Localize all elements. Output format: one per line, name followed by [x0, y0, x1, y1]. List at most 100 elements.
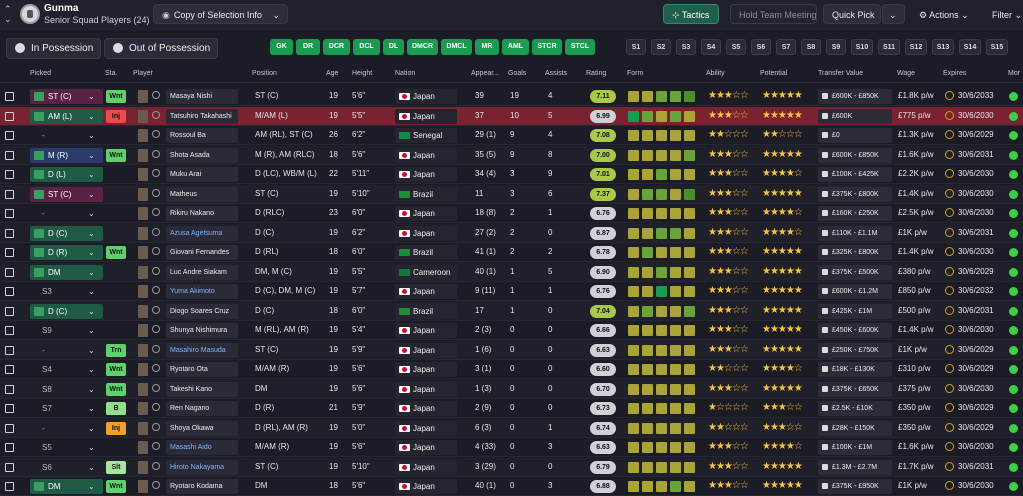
- player-name[interactable]: Shoya Okawa: [166, 420, 238, 436]
- player-profile-icon[interactable]: [152, 286, 160, 294]
- row-checkbox[interactable]: [5, 345, 14, 355]
- row-checkbox[interactable]: [5, 462, 14, 472]
- player-profile-icon[interactable]: [152, 481, 160, 489]
- picked-dropdown[interactable]: S4 ⌄: [30, 362, 103, 377]
- table-row[interactable]: S7 ⌄ B Ren Nagano D (R) 21 5'9" Japan 2 (9) 0 0 6.7…: [0, 399, 1023, 418]
- row-checkbox[interactable]: [5, 209, 14, 218]
- table-row[interactable]: S8 ⌄ Wnt Takeshi Kano DM 19 5'6" Japan 1 (3) 0 0 6.…: [0, 379, 1023, 399]
- sub-chip-s3[interactable]: S3: [676, 39, 696, 55]
- table-row[interactable]: M (R) ⌄ Wnt Shota Asada M (R), AM (RLC) 18 5'6…: [0, 145, 1023, 165]
- picked-dropdown[interactable]: S7 ⌄: [30, 401, 103, 416]
- table-row[interactable]: S4 ⌄ Wnt Ryotaro Ota M/AM (R) 19 5'6" Japan 3 (1…: [0, 360, 1023, 379]
- row-checkbox[interactable]: [5, 326, 14, 335]
- table-row[interactable]: ST (C) ⌄ Wnt Masaya Nishi ST (C) 19 5'6" Japan 3…: [0, 87, 1023, 106]
- player-name[interactable]: Muku Arai: [166, 167, 238, 182]
- sub-chip-s1[interactable]: S1: [626, 39, 646, 55]
- player-profile-icon[interactable]: [152, 110, 160, 119]
- picked-dropdown[interactable]: M (R) ⌄: [30, 147, 103, 163]
- sub-chip-s12[interactable]: S12: [905, 39, 927, 55]
- table-row[interactable]: - ⌄ Inj Shoya Okawa D (RL), AM (R) 19 5'0" Japa…: [0, 418, 1023, 438]
- player-name[interactable]: Ryotaro Kodama: [166, 479, 238, 494]
- position-chip-dr[interactable]: DR: [296, 39, 320, 55]
- picked-dropdown[interactable]: AM (L) ⌄: [30, 108, 103, 124]
- picked-dropdown[interactable]: - ⌄: [30, 206, 103, 221]
- player-name[interactable]: Ren Nagano: [166, 401, 238, 416]
- table-row[interactable]: DM ⌄ Wnt Ryotaro Kodama DM 18 5'6" Japan 40 (1) 0…: [0, 477, 1023, 496]
- picked-dropdown[interactable]: D (C) ⌄: [30, 303, 103, 319]
- player-name[interactable]: Yuma Akimoto: [166, 284, 238, 299]
- table-row[interactable]: - ⌄ Rossoul Ba AM (RL), ST (C) 26 6'2" Senegal…: [0, 126, 1023, 145]
- row-checkbox[interactable]: [5, 404, 14, 413]
- player-name[interactable]: Masashi Aido: [166, 440, 238, 455]
- player-profile-icon[interactable]: [152, 169, 160, 177]
- table-row[interactable]: S3 ⌄ Yuma Akimoto D (C), DM, M (C) 19 5'7" Jap…: [0, 282, 1023, 301]
- sub-chip-s10[interactable]: S10: [851, 39, 873, 55]
- table-row[interactable]: - ⌄ Rikiru Nakano D (RLC) 23 6'0" Japan 18 (8) 2…: [0, 204, 1023, 223]
- player-profile-icon[interactable]: [152, 461, 160, 470]
- picked-dropdown[interactable]: S5 ⌄: [30, 440, 103, 455]
- row-checkbox[interactable]: [5, 482, 14, 491]
- position-chip-dmcl[interactable]: DMCL: [441, 39, 472, 55]
- row-checkbox[interactable]: [5, 150, 14, 160]
- picked-dropdown[interactable]: DM ⌄: [30, 264, 103, 280]
- player-name[interactable]: Matheus: [166, 186, 238, 202]
- table-row[interactable]: AM (L) ⌄ Inj Tatsuhiro Takahashi M/AM (L) 19 5…: [0, 106, 1023, 126]
- picked-dropdown[interactable]: S9 ⌄: [30, 323, 103, 338]
- sub-chip-s14[interactable]: S14: [959, 39, 981, 55]
- sub-chip-s4[interactable]: S4: [701, 39, 721, 55]
- player-name[interactable]: Tatsuhiro Takahashi: [166, 108, 238, 124]
- picked-dropdown[interactable]: ST (C) ⌄: [30, 186, 103, 202]
- row-checkbox[interactable]: [5, 92, 14, 101]
- col-position[interactable]: Position: [252, 70, 277, 77]
- position-chip-aml[interactable]: AML: [502, 39, 529, 55]
- table-row[interactable]: S6 ⌄ Slt Hiroto Nakayama ST (C) 19 5'10" Japan 3…: [0, 457, 1023, 477]
- row-checkbox[interactable]: [5, 384, 14, 394]
- player-profile-icon[interactable]: [152, 227, 160, 236]
- col-player[interactable]: Player: [133, 70, 153, 77]
- filter-button[interactable]: Filter ⌄: [992, 10, 1023, 20]
- table-row[interactable]: D (R) ⌄ Wnt Giovani Fernandes D (RL) 18 6'0" Br…: [0, 243, 1023, 262]
- row-checkbox[interactable]: [5, 287, 14, 296]
- picked-dropdown[interactable]: ST (C) ⌄: [30, 89, 103, 104]
- quick-pick-chevron-icon[interactable]: ⌄: [882, 4, 905, 24]
- player-name[interactable]: Shota Asada: [166, 147, 238, 163]
- row-checkbox[interactable]: [5, 423, 14, 433]
- player-profile-icon[interactable]: [152, 208, 160, 216]
- picked-dropdown[interactable]: - ⌄: [30, 128, 103, 143]
- player-name[interactable]: Giovani Fernandes: [166, 245, 238, 260]
- col-ability[interactable]: Ability: [706, 70, 725, 77]
- sub-chip-s11[interactable]: S11: [878, 39, 900, 55]
- col-age[interactable]: Age: [326, 70, 339, 77]
- row-checkbox[interactable]: [5, 131, 14, 140]
- picked-dropdown[interactable]: DM ⌄: [30, 479, 103, 494]
- out-of-possession-button[interactable]: Out of Possession: [104, 38, 218, 59]
- col-height[interactable]: Height: [352, 70, 373, 77]
- player-profile-icon[interactable]: [152, 442, 160, 450]
- player-profile-icon[interactable]: [152, 305, 160, 314]
- hold-team-meeting-button[interactable]: Hold Team Meeting: [730, 4, 817, 24]
- col-picked[interactable]: Picked: [30, 70, 52, 77]
- row-checkbox[interactable]: [5, 170, 14, 179]
- picked-dropdown[interactable]: D (C) ⌄: [30, 225, 103, 241]
- player-name[interactable]: Azusa Agetsuma: [166, 225, 238, 241]
- table-row[interactable]: ST (C) ⌄ Matheus ST (C) 19 5'10" Brazil 11 3 6 7.3…: [0, 184, 1023, 204]
- position-chip-gk[interactable]: GK: [270, 39, 293, 55]
- picked-dropdown[interactable]: S6 ⌄: [30, 460, 103, 475]
- sub-chip-s8[interactable]: S8: [801, 39, 821, 55]
- picked-dropdown[interactable]: S8 ⌄: [30, 382, 103, 397]
- tactics-button[interactable]: ⊹ Tactics: [663, 4, 719, 24]
- player-name[interactable]: Ryotaro Ota: [166, 362, 238, 377]
- col-more[interactable]: Mor: [1008, 70, 1021, 77]
- col-goals[interactable]: Goals: [508, 70, 527, 77]
- player-profile-icon[interactable]: [152, 91, 160, 99]
- player-profile-icon[interactable]: [152, 149, 160, 158]
- col-expires[interactable]: Expires: [943, 70, 967, 77]
- row-checkbox[interactable]: [5, 267, 14, 277]
- player-name[interactable]: Masahiro Masuda: [166, 342, 238, 358]
- sub-chip-s5[interactable]: S5: [726, 39, 746, 55]
- player-profile-icon[interactable]: [152, 130, 160, 138]
- sub-chip-s2[interactable]: S2: [651, 39, 671, 55]
- col-status[interactable]: Sta.: [105, 70, 118, 77]
- sub-chip-s6[interactable]: S6: [751, 39, 771, 55]
- player-name[interactable]: Shunya Nishimura: [166, 323, 238, 338]
